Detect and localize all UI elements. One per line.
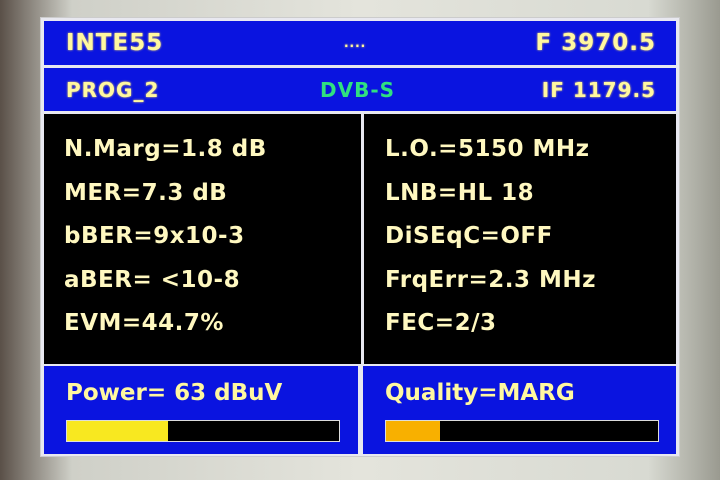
meter-display: INTE55 .... F 3970.5 PROG_2 DVB-S IF 117… [40,17,680,457]
header-bar: INTE55 .... F 3970.5 [44,21,676,65]
power-bar-fill [67,421,168,441]
power-label: Power= 63 dBuV [66,380,283,406]
noise-margin: N.Marg=1.8 dB [64,136,267,162]
quality-panel: Quality=MARG [363,366,676,454]
divider [361,114,364,364]
right-parameters: L.O.=5150 MHz LNB=HL 18 DiSEqC=OFF FrqEr… [385,128,596,346]
intermediate-frequency: IF 1179.5 [541,77,656,102]
left-parameters: N.Marg=1.8 dB MER=7.3 dB bBER=9x10-3 aBE… [64,128,267,346]
diseqc: DiSEqC=OFF [385,223,553,249]
subheader-bar: PROG_2 DVB-S IF 1179.5 [44,68,676,111]
aber: aBER= <10-8 [64,266,241,293]
quality-bar-fill [386,421,441,441]
quality-bar [385,420,659,442]
evm: EVM=44.7% [64,310,224,336]
local-oscillator: L.O.=5150 MHz [385,136,590,162]
fec: FEC=2/3 [385,310,497,336]
power-panel: Power= 63 dBuV [44,366,358,454]
quality-label: Quality=MARG [385,380,575,406]
standard: DVB-S [320,77,396,102]
channel-name: INTE55 [66,30,164,56]
center-indicator: .... [344,36,367,50]
lnb: LNB=HL 18 [385,179,535,206]
mer: MER=7.3 dB [64,179,228,206]
parameters-panel: N.Marg=1.8 dB MER=7.3 dB bBER=9x10-3 aBE… [44,114,676,364]
bber: bBER=9x10-3 [64,223,245,249]
frequency: F 3970.5 [535,30,656,56]
frequency-error: FrqErr=2.3 MHz [385,266,596,293]
power-bar [66,420,340,442]
program-name: PROG_2 [66,77,160,102]
